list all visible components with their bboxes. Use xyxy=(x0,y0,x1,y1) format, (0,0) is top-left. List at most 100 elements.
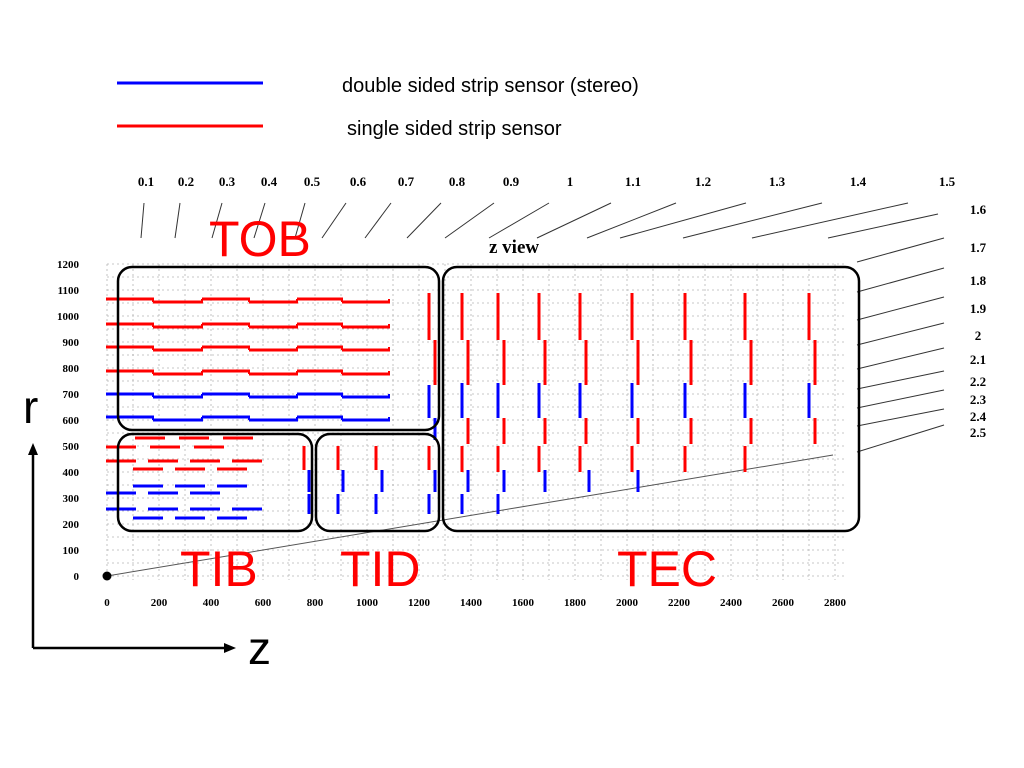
tib-region-box xyxy=(116,432,314,533)
eta-line xyxy=(140,202,145,239)
y-tick-label: 1000 xyxy=(57,311,80,323)
plot-grid xyxy=(106,263,845,580)
eta-label: 0.7 xyxy=(398,174,415,189)
eta-label: 0.1 xyxy=(138,174,154,189)
eta-line xyxy=(406,202,442,239)
eta-line xyxy=(619,202,747,239)
eta-line xyxy=(856,389,945,409)
eta-line xyxy=(856,408,945,427)
y-tick-label: 700 xyxy=(63,389,80,401)
axes-arrows: r z xyxy=(23,381,271,674)
eta-line xyxy=(536,202,612,239)
x-tick-labels: 0 200 400 600 800 1000 1200 1400 1600 1800 2000 220… xyxy=(104,597,846,609)
x-tick-label: 400 xyxy=(203,597,220,609)
eta-label: 0.9 xyxy=(503,174,520,189)
eta-label: 2.1 xyxy=(970,352,986,367)
eta-label: 1.6 xyxy=(970,202,987,217)
eta-label: 0.6 xyxy=(350,174,367,189)
eta-line xyxy=(856,296,945,321)
eta-line xyxy=(174,202,181,239)
x-tick-label: 2600 xyxy=(772,597,795,609)
y-tick-label: 200 xyxy=(63,519,80,531)
y-tick-label: 100 xyxy=(63,545,80,557)
x-tick-label: 1200 xyxy=(408,597,431,609)
tob-label: TOB xyxy=(209,211,311,267)
tec-region-box xyxy=(441,265,861,533)
x-tick-label: 1400 xyxy=(460,597,483,609)
eta-line xyxy=(856,322,945,346)
legend: double sided strip sensor (stereo) singl… xyxy=(117,75,639,140)
eta-label: 0.5 xyxy=(304,174,321,189)
x-tick-label: 1800 xyxy=(564,597,587,609)
view-title: z view xyxy=(489,237,539,258)
x-tick-label: 1000 xyxy=(356,597,379,609)
y-tick-label: 0 xyxy=(74,571,80,583)
y-tick-label: 400 xyxy=(63,467,80,479)
r-axis-arrowhead xyxy=(28,443,38,455)
eta-line xyxy=(253,202,266,239)
eta-label: 1.9 xyxy=(970,301,987,316)
legend-stereo-label: double sided strip sensor (stereo) xyxy=(342,75,639,97)
tib-label: TIB xyxy=(180,541,258,597)
eta-label: 0.3 xyxy=(219,174,236,189)
x-tick-label: 2400 xyxy=(720,597,743,609)
eta-line xyxy=(856,424,945,453)
eta-label: 0.2 xyxy=(178,174,194,189)
eta-line xyxy=(682,202,823,239)
y-tick-label: 300 xyxy=(63,493,80,505)
eta-label: 0.8 xyxy=(449,174,466,189)
eta-lines: 0.1 0.2 0.3 0.4 0.5 0.6 0.7 0.8 0.9 1 1.1 1.2 1.3 1.4… xyxy=(138,174,987,453)
y-tick-label: 600 xyxy=(63,415,80,427)
eta-2.5-reference-line xyxy=(106,454,834,577)
legend-single-label: single sided strip sensor xyxy=(347,118,562,140)
x-tick-label: 2200 xyxy=(668,597,691,609)
x-tick-label: 200 xyxy=(151,597,168,609)
eta-label: 2.2 xyxy=(970,374,986,389)
x-tick-label: 2800 xyxy=(824,597,847,609)
tid-label: TID xyxy=(340,541,421,597)
x-tick-label: 0 xyxy=(104,597,110,609)
eta-label: 1.7 xyxy=(970,240,987,255)
z-axis-arrowhead xyxy=(224,643,236,653)
y-tick-labels: 0 100 200 300 400 500 600 700 800 900 1000 1100 1200 xyxy=(57,259,80,583)
eta-label: 1.1 xyxy=(625,174,641,189)
eta-line xyxy=(856,237,945,263)
y-tick-label: 1100 xyxy=(58,285,80,297)
x-tick-label: 1600 xyxy=(512,597,535,609)
eta-label: 1.4 xyxy=(850,174,867,189)
z-axis-label: z xyxy=(248,622,271,674)
eta-line xyxy=(856,267,945,293)
eta-line xyxy=(488,202,550,239)
tid-region-box xyxy=(314,432,441,533)
eta-line xyxy=(321,202,347,239)
x-tick-label: 2000 xyxy=(616,597,639,609)
eta-line xyxy=(827,213,939,239)
sensor-modules xyxy=(106,293,817,520)
eta-label: 0.4 xyxy=(261,174,278,189)
eta-line xyxy=(444,202,495,239)
eta-label: 1 xyxy=(567,174,574,189)
eta-line xyxy=(856,370,945,390)
eta-line xyxy=(856,347,945,370)
x-tick-label: 600 xyxy=(255,597,272,609)
eta-label: 1.2 xyxy=(695,174,711,189)
eta-line xyxy=(364,202,392,239)
eta-label: 2.3 xyxy=(970,392,987,407)
eta-line xyxy=(751,202,909,239)
x-tick-label: 800 xyxy=(307,597,324,609)
eta-label: 1.3 xyxy=(769,174,786,189)
y-tick-label: 900 xyxy=(63,337,80,349)
eta-line xyxy=(211,202,223,239)
eta-label: 2.4 xyxy=(970,409,987,424)
y-tick-label: 1200 xyxy=(57,259,80,271)
y-tick-label: 500 xyxy=(63,441,80,453)
tec-label: TEC xyxy=(617,541,717,597)
y-tick-label: 800 xyxy=(63,363,80,375)
eta-label: 1.8 xyxy=(970,273,987,288)
eta-label: 2.5 xyxy=(970,425,987,440)
eta-label: 2 xyxy=(975,328,982,343)
tob-region-box xyxy=(116,265,441,432)
eta-label: 1.5 xyxy=(939,174,956,189)
eta-line xyxy=(586,202,677,239)
